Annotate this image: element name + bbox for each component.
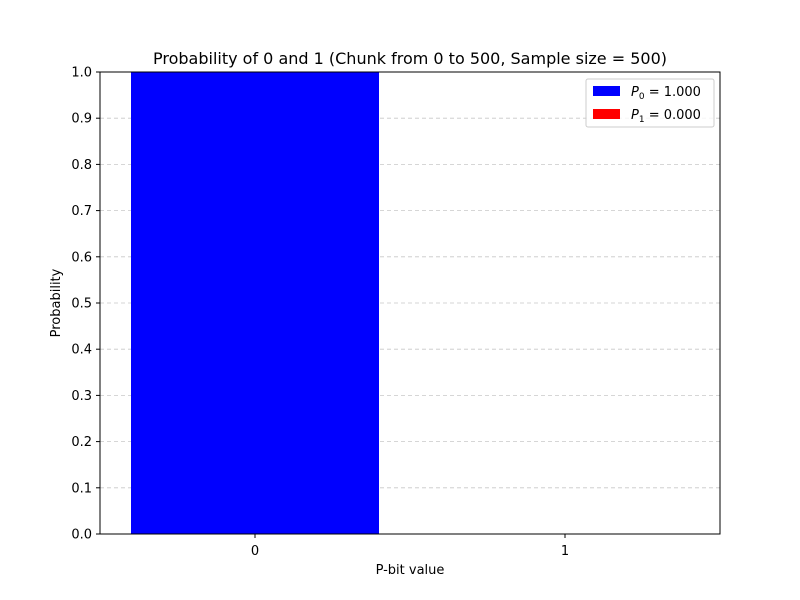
bar (131, 72, 379, 534)
bars (131, 72, 379, 534)
x-tick-label: 0 (251, 544, 259, 559)
y-axis-ticks: 0.0 0.1 0.2 0.3 0.4 0.5 0.6 0.7 0.8 0.9 1.0 (71, 66, 100, 543)
x-tick-label: 1 (561, 544, 569, 559)
y-tick-label: 0.9 (71, 112, 92, 127)
y-tick-label: 0.0 (71, 528, 92, 543)
y-tick-label: 0.2 (71, 435, 92, 450)
chart-title: Probability of 0 and 1 (Chunk from 0 to … (153, 49, 667, 68)
y-tick-label: 0.6 (71, 250, 92, 265)
legend-label: P1 = 0.000 (631, 108, 701, 125)
legend-label: P0 = 1.000 (631, 85, 701, 102)
y-axis-label: Probability (49, 268, 64, 337)
y-tick-label: 1.0 (71, 66, 92, 81)
y-tick-label: 0.4 (71, 343, 92, 358)
y-tick-label: 0.3 (71, 389, 92, 404)
legend-swatch (593, 109, 620, 119)
y-tick-label: 0.7 (71, 204, 92, 219)
legend: P0 = 1.000 P1 = 0.000 (585, 78, 715, 128)
y-tick-label: 0.5 (71, 297, 92, 312)
legend-swatch (593, 86, 620, 96)
y-tick-label: 0.8 (71, 158, 92, 173)
x-axis-label: P-bit value (376, 563, 445, 578)
y-tick-label: 0.1 (71, 481, 92, 496)
